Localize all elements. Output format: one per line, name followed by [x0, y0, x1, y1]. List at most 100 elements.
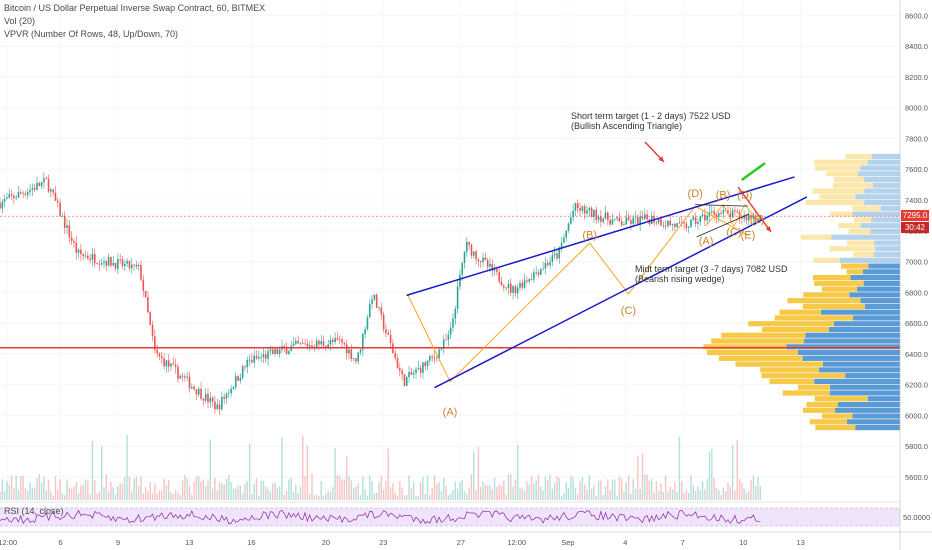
- candle-body: [475, 251, 477, 260]
- candle-body: [623, 224, 625, 226]
- candle-body: [597, 216, 600, 220]
- candle-body: [408, 372, 410, 378]
- candle-body: [98, 263, 101, 265]
- candle-body: [341, 339, 343, 343]
- volume-bar: [681, 481, 683, 500]
- candle-body: [482, 257, 484, 263]
- volume-profile-down-row: [805, 200, 865, 206]
- volume-bar: [43, 476, 45, 500]
- volume-profile-down-row: [814, 165, 861, 171]
- volume-profile-down-row: [821, 286, 857, 292]
- candle-body: [743, 215, 745, 219]
- candle-body: [431, 356, 433, 358]
- time-tick-label: 7: [681, 538, 685, 547]
- candle-body: [560, 242, 563, 248]
- candle-body: [627, 217, 630, 221]
- volume-bar: [70, 488, 73, 500]
- candle-body: [491, 263, 494, 271]
- candle-body: [91, 254, 94, 260]
- symbol-legend[interactable]: Bitcoin / US Dollar Perpetual Inverse Sw…: [4, 3, 266, 13]
- volume-bar: [526, 481, 528, 500]
- volume-profile-down-row: [809, 419, 847, 425]
- volume-bar: [632, 479, 634, 500]
- candle-body: [657, 219, 660, 223]
- volume-bar: [567, 487, 570, 500]
- volume-bar: [68, 487, 71, 500]
- candle-body: [348, 349, 350, 354]
- volume-bar: [648, 480, 651, 500]
- candle-body: [528, 279, 531, 282]
- candle-body: [130, 264, 133, 269]
- volume-bar: [77, 493, 80, 500]
- volume-bar: [29, 482, 31, 500]
- candle-body: [165, 360, 168, 367]
- time-tick-label: 16: [247, 538, 255, 547]
- candle-body: [687, 227, 690, 229]
- volume-bar: [371, 481, 373, 500]
- candle-body: [311, 345, 313, 348]
- candle-body: [637, 217, 639, 225]
- rsi-legend[interactable]: RSI (14, close): [4, 506, 64, 516]
- candle-body: [486, 260, 489, 267]
- time-tick-label: 12:00: [0, 538, 17, 547]
- price-tick-label: 6000.0: [905, 411, 928, 420]
- candle-body: [227, 393, 230, 394]
- candle-body: [87, 255, 89, 259]
- volume-bar: [304, 476, 306, 500]
- volume-profile-down-row: [760, 367, 819, 373]
- volume-bar: [653, 492, 655, 500]
- candle-body: [292, 343, 295, 347]
- candle-body: [170, 363, 172, 367]
- volume-bar: [759, 486, 762, 500]
- volume-bar: [126, 434, 128, 500]
- short-term-pattern-text: (Bullish Ascending Triangle): [571, 121, 683, 131]
- candle-body: [593, 209, 595, 217]
- volume-bar: [216, 490, 218, 500]
- volume-bar: [738, 478, 741, 500]
- volume-bar: [424, 493, 426, 500]
- candle-body: [137, 264, 140, 267]
- volume-bar: [607, 479, 609, 500]
- candle-body: [68, 225, 71, 238]
- volume-bar: [688, 492, 690, 500]
- volume-legend[interactable]: Vol (20): [4, 16, 36, 26]
- candle-body: [202, 398, 205, 401]
- volume-bar: [295, 484, 297, 500]
- volume-bar: [433, 474, 436, 500]
- volume-bar: [736, 440, 738, 500]
- volume-bar: [8, 484, 10, 500]
- volume-profile-up-row: [846, 419, 900, 425]
- volume-profile-up-row: [860, 165, 900, 171]
- volume-profile-down-row: [833, 176, 865, 183]
- volume-bar: [221, 483, 223, 500]
- volume-bar: [690, 474, 692, 500]
- volume-bar: [170, 492, 172, 500]
- volume-profile-up-row: [864, 176, 900, 183]
- candle-body: [664, 225, 667, 227]
- volume-bar: [235, 488, 237, 500]
- volume-bar: [94, 480, 96, 500]
- candle-body: [396, 358, 399, 369]
- volume-bar: [149, 482, 151, 500]
- volume-bar: [604, 486, 607, 500]
- volume-bar: [584, 484, 586, 500]
- volume-bar: [674, 481, 676, 500]
- candle-body: [163, 358, 165, 367]
- vpvr-legend[interactable]: VPVR (Number Of Rows, 48, Up/Down, 70): [4, 29, 179, 39]
- candle-body: [262, 354, 265, 358]
- volume-bar: [147, 491, 149, 500]
- volume-bar: [611, 479, 614, 500]
- volume-profile-down-row: [813, 257, 840, 263]
- volume-bar: [708, 452, 711, 500]
- candle-body: [40, 182, 43, 186]
- candle-body: [3, 198, 6, 202]
- candle-body: [29, 189, 31, 193]
- time-tick-label: 10: [739, 538, 747, 547]
- price-tick-label: 7600.0: [905, 165, 928, 174]
- volume-bar: [422, 476, 424, 500]
- candle-body: [417, 367, 420, 370]
- volume-bar: [512, 486, 514, 500]
- candle-body: [211, 397, 214, 402]
- candle-body: [84, 255, 87, 257]
